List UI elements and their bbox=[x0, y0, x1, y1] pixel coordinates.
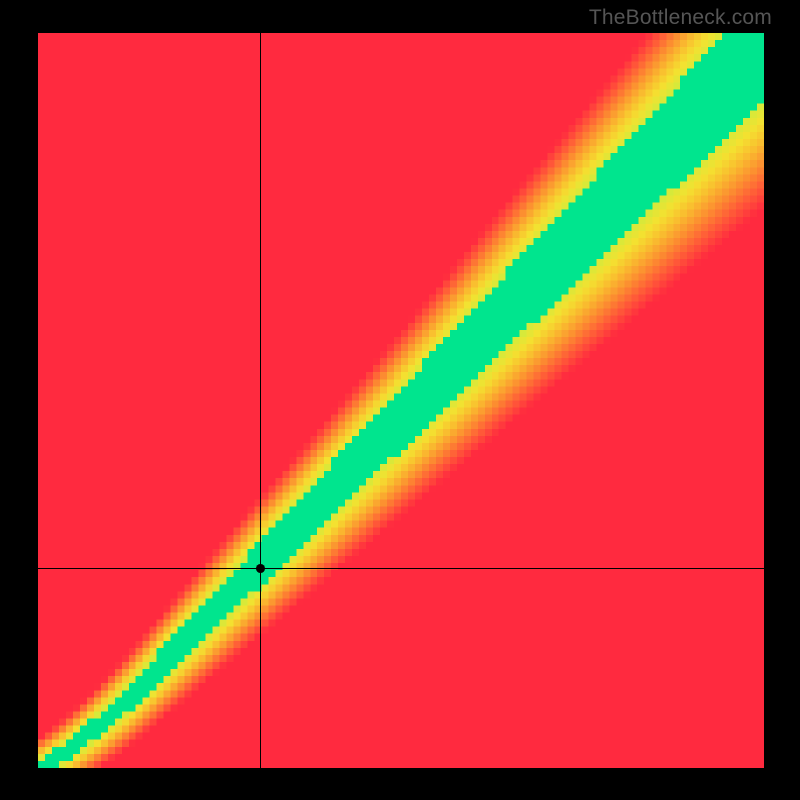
watermark-text: TheBottleneck.com bbox=[589, 6, 772, 30]
crosshair-horizontal bbox=[38, 568, 764, 569]
chart-container: TheBottleneck.com bbox=[0, 0, 800, 800]
crosshair-marker bbox=[255, 563, 266, 574]
crosshair-vertical bbox=[260, 33, 261, 768]
bottleneck-heatmap bbox=[38, 33, 764, 768]
